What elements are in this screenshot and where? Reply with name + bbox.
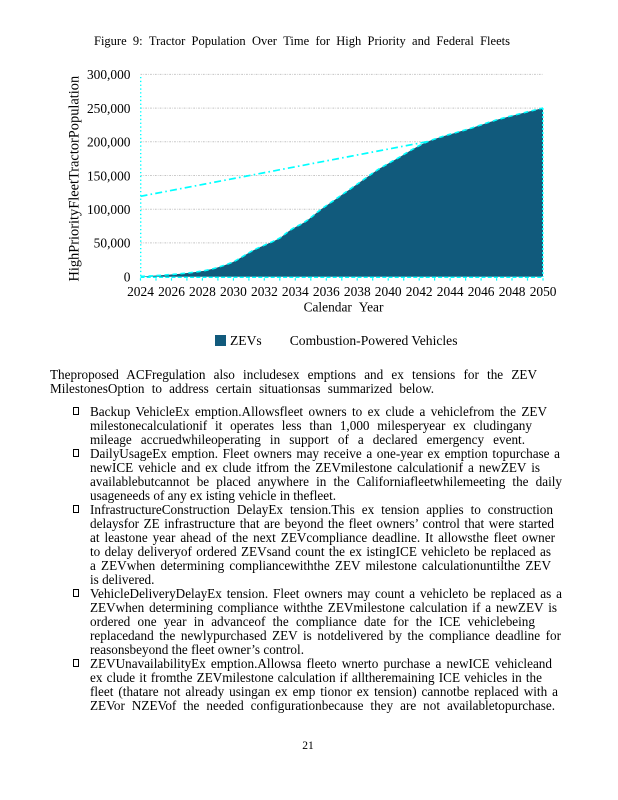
svg-text:Calendar Year: Calendar Year [304, 300, 384, 315]
svg-text:2024: 2024 [127, 284, 154, 299]
svg-text:2044: 2044 [437, 284, 464, 299]
svg-text:50,000: 50,000 [94, 236, 131, 251]
svg-text:2026: 2026 [158, 284, 185, 299]
svg-text:2042: 2042 [406, 284, 433, 299]
svg-text:300,000: 300,000 [87, 67, 131, 82]
svg-text:100,000: 100,000 [87, 202, 131, 217]
svg-text:0: 0 [124, 269, 131, 284]
svg-text:2034: 2034 [282, 284, 309, 299]
svg-text:2028: 2028 [189, 284, 216, 299]
svg-text:HighPriorityFleetTractorPopula: HighPriorityFleetTractorPopulation [66, 76, 82, 282]
svg-text:2046: 2046 [468, 284, 495, 299]
svg-text:2050: 2050 [530, 284, 557, 299]
svg-text:250,000: 250,000 [87, 101, 131, 116]
svg-text:150,000: 150,000 [87, 168, 131, 183]
svg-text:2038: 2038 [344, 284, 371, 299]
svg-text:2032: 2032 [251, 284, 278, 299]
svg-text:2036: 2036 [313, 284, 340, 299]
svg-text:200,000: 200,000 [87, 135, 131, 150]
svg-text:2030: 2030 [220, 284, 247, 299]
svg-text:2048: 2048 [499, 284, 526, 299]
svg-text:2040: 2040 [375, 284, 402, 299]
